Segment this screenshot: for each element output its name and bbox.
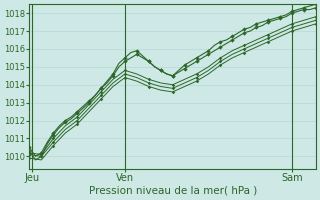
X-axis label: Pression niveau de la mer( hPa ): Pression niveau de la mer( hPa ) xyxy=(89,186,257,196)
